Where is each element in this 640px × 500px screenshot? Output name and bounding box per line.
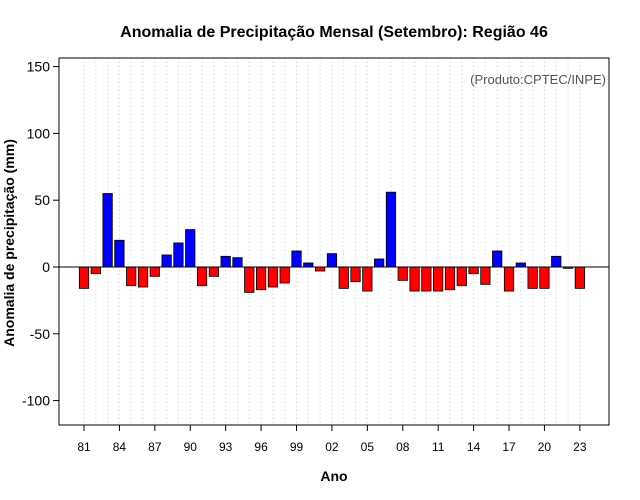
bar-1984	[114, 239, 125, 268]
x-tick-label: 08	[396, 440, 410, 454]
bar-2001	[315, 266, 326, 272]
bar-2023	[574, 266, 585, 289]
bar-1998	[279, 266, 290, 284]
bar-2016	[492, 250, 503, 268]
bars	[78, 191, 585, 293]
x-tick-label: 14	[467, 440, 481, 454]
x-tick-label: 02	[325, 440, 339, 454]
bar-2019	[527, 266, 538, 289]
bar-1999	[291, 250, 302, 268]
bar-1990	[185, 229, 196, 268]
x-axis: 81 84 87 90 93 96 99 02 05 08 11 14 17 20 23	[77, 425, 587, 454]
x-tick-label: 11	[432, 440, 445, 454]
bar-1985	[126, 266, 137, 287]
x-tick-label: 93	[219, 440, 233, 454]
y-axis: -100 -50 0 50 100 150	[22, 59, 59, 409]
bar-1987	[149, 266, 160, 277]
bar-2013	[456, 266, 467, 287]
bar-2010	[421, 266, 432, 292]
x-tick-label: 99	[290, 440, 304, 454]
bar-2015	[480, 266, 491, 285]
y-tick-label: -100	[22, 393, 50, 409]
credit-label: (Produto:CPTEC/INPE)	[470, 72, 606, 87]
chart-title: Anomalia de Precipitação Mensal (Setembr…	[120, 24, 548, 41]
bar-2011	[433, 266, 444, 292]
x-tick-label: 90	[184, 440, 198, 454]
bar-2021	[551, 255, 562, 268]
bar-1997	[267, 266, 279, 288]
bar-2017	[503, 266, 515, 292]
bar-2008	[397, 266, 408, 281]
y-tick-label: 100	[27, 125, 51, 141]
bar-2007	[385, 191, 397, 268]
bar-2009	[409, 266, 420, 292]
y-tick-label: 150	[27, 59, 51, 75]
bar-2018	[515, 262, 526, 268]
bar-1986	[137, 266, 149, 288]
y-tick-label: -50	[30, 326, 50, 342]
bar-1992	[208, 266, 219, 277]
grid-lines	[83, 58, 581, 425]
bar-1991	[196, 266, 208, 287]
x-tick-label: 23	[573, 440, 587, 454]
bar-2004	[350, 266, 361, 283]
bar-1983	[102, 193, 113, 268]
x-tick-label: 05	[361, 440, 375, 454]
x-tick-label: 87	[148, 440, 162, 454]
x-tick-label: 81	[77, 440, 91, 454]
bar-2002	[326, 253, 338, 268]
bar-1981	[78, 266, 90, 289]
bar-1982	[90, 266, 101, 275]
y-tick-label: 0	[42, 259, 50, 275]
bar-1988	[161, 254, 172, 268]
bar-1996	[255, 266, 267, 291]
x-tick-label: 84	[113, 440, 127, 454]
bar-1993	[220, 255, 231, 268]
bar-1994	[232, 257, 243, 268]
bar-2014	[468, 266, 479, 275]
bar-1989	[173, 242, 184, 268]
bar-2006	[374, 258, 385, 268]
bar-2020	[539, 266, 550, 289]
x-axis-title: Ano	[320, 468, 347, 484]
bar-2000	[303, 262, 314, 268]
y-axis-title: Anomalia de precipitação (mm)	[1, 139, 17, 347]
bar-2012	[444, 266, 456, 291]
bar-2003	[338, 266, 349, 289]
x-tick-label: 20	[538, 440, 552, 454]
x-tick-label: 17	[502, 440, 516, 454]
y-tick-label: 50	[34, 192, 50, 208]
bar-2005	[362, 266, 373, 292]
bar-1995	[244, 266, 255, 293]
x-tick-label: 96	[254, 440, 268, 454]
plot-frame	[58, 57, 610, 426]
